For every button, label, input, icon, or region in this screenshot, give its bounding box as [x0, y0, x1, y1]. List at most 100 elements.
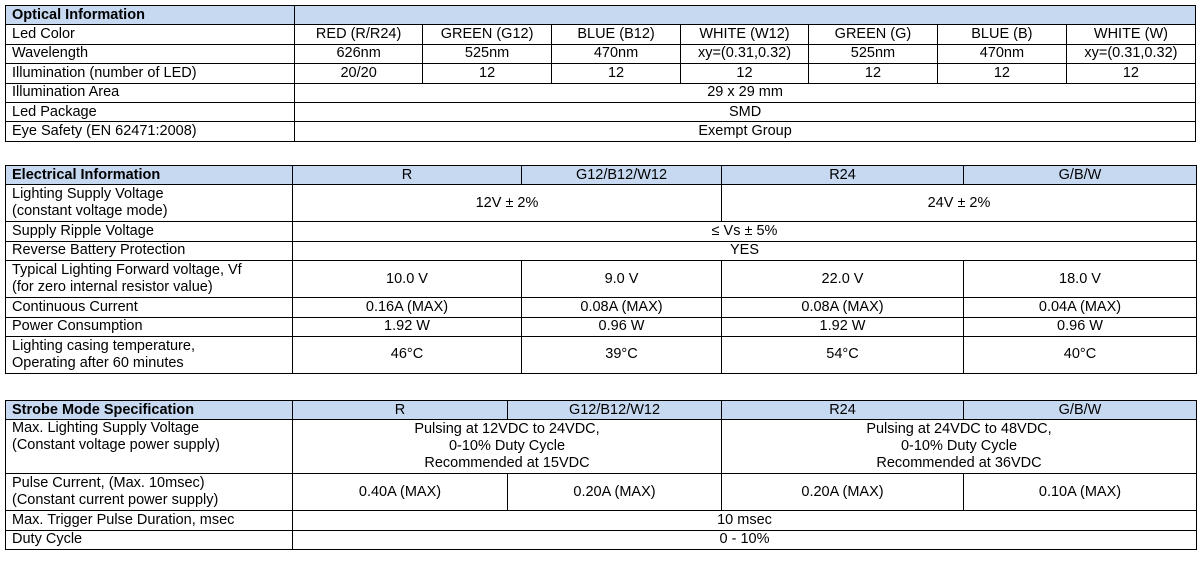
table-cell: 470nm [551, 43, 682, 65]
header-fill [294, 4, 1196, 26]
row-label: Max. Trigger Pulse Duration, msec [5, 510, 293, 531]
table-cell: WHITE (W) [1065, 24, 1197, 45]
table-row: Illumination (number of LED) 20/20 12 12… [4, 63, 1197, 84]
table-row: Power Consumption 1.92 W 0.96 W 1.92 W 0… [5, 316, 1197, 337]
table-row: Led Package SMD [4, 101, 1196, 123]
row-label: Reverse Battery Protection [5, 240, 293, 262]
table-cell: 0.20A (MAX) [507, 473, 722, 512]
table-cell: 1.92 W [721, 316, 964, 337]
column-header: R [292, 399, 508, 421]
table-cell: 470nm [936, 43, 1067, 65]
table-cell: SMD [294, 101, 1196, 123]
table-cell: 39°C [521, 335, 722, 374]
table-cell: 12 [551, 63, 682, 84]
cell-line: 0-10% Duty Cycle [448, 438, 566, 455]
column-header: G12/B12/W12 [521, 164, 722, 186]
table-row: Led Color RED (R/R24) GREEN (G12) BLUE (… [4, 24, 1197, 45]
table-cell: WHITE (W12) [680, 24, 809, 45]
row-label-line: (Constant voltage power supply) [12, 437, 220, 454]
row-label: Wavelength [4, 43, 296, 65]
table-cell: 12 [936, 63, 1067, 84]
table-cell: 46°C [292, 335, 522, 374]
cell-line: 0-10% Duty Cycle [900, 438, 1018, 455]
table-cell: 54°C [721, 335, 964, 374]
column-header: G/B/W [963, 399, 1197, 421]
optical-information-table: Optical Information Led Color RED (R/R24… [4, 4, 1197, 142]
column-header: G/B/W [963, 164, 1197, 186]
column-header: G12/B12/W12 [507, 399, 722, 421]
table-cell: 626nm [294, 43, 424, 65]
column-header: R24 [721, 164, 964, 186]
row-label-line: (constant voltage mode) [12, 203, 168, 220]
electrical-header-row: Electrical Information R G12/B12/W12 R24… [5, 164, 1197, 186]
table-row: Reverse Battery Protection YES [5, 240, 1197, 262]
cell-line: Recommended at 15VDC [424, 455, 590, 472]
row-label-line: Typical Lighting Forward voltage, Vf [12, 262, 242, 279]
table-cell: Exempt Group [294, 121, 1196, 142]
table-cell: 29 x 29 mm [294, 82, 1196, 103]
table-row: Typical Lighting Forward voltage, Vf (fo… [5, 260, 1197, 299]
table-cell: 0.08A (MAX) [721, 297, 964, 318]
column-header: R [292, 164, 522, 186]
table-cell: 22.0 V [721, 260, 964, 299]
table-cell: 0.96 W [963, 316, 1197, 337]
table-cell: 0.08A (MAX) [521, 297, 722, 318]
table-cell: ≤ Vs ± 5% [292, 221, 1197, 242]
table-cell: GREEN (G12) [422, 24, 553, 45]
table-cell: 0 - 10% [292, 529, 1197, 551]
table-cell: 12V ± 2% [292, 184, 722, 223]
table-cell: RED (R/R24) [294, 24, 424, 45]
table-cell: 9.0 V [521, 260, 722, 299]
table-cell: 12 [422, 63, 553, 84]
electrical-information-table: Electrical Information R G12/B12/W12 R24… [5, 164, 1197, 374]
table-cell: 0.16A (MAX) [292, 297, 522, 318]
table-row: Illumination Area 29 x 29 mm [4, 82, 1196, 103]
table-cell: GREEN (G) [807, 24, 938, 45]
table-cell: 12 [680, 63, 809, 84]
table-cell: xy=(0.31,0.32) [680, 43, 809, 65]
row-label-line: (Constant current power supply) [12, 492, 219, 509]
table-row: Duty Cycle 0 - 10% [5, 529, 1197, 551]
row-label: Lighting casing temperature, Operating a… [5, 335, 293, 374]
strobe-mode-table: Strobe Mode Specification R G12/B12/W12 … [5, 399, 1197, 551]
table-cell: xy=(0.31,0.32) [1065, 43, 1197, 65]
table-cell: BLUE (B12) [551, 24, 682, 45]
table-cell: 10.0 V [292, 260, 522, 299]
table-cell: 10 msec [292, 510, 1197, 531]
row-label-line: Lighting Supply Voltage [12, 186, 164, 203]
column-header: R24 [721, 399, 964, 421]
row-label-line: Lighting casing temperature, [12, 337, 195, 354]
table-row: Eye Safety (EN 62471:2008) Exempt Group [4, 121, 1196, 142]
row-label: Led Package [4, 101, 296, 123]
table-cell: 20/20 [294, 63, 424, 84]
optical-header-row: Optical Information [4, 4, 1196, 26]
table-cell: 525nm [422, 43, 553, 65]
row-label: Lighting Supply Voltage (constant voltag… [5, 184, 293, 223]
row-label-line: Max. Lighting Supply Voltage [12, 420, 200, 437]
row-label: Supply Ripple Voltage [5, 221, 293, 242]
row-label: Eye Safety (EN 62471:2008) [4, 121, 296, 142]
table-row: Lighting Supply Voltage (constant voltag… [5, 184, 1197, 223]
cell-line: Pulsing at 24VDC to 48VDC, [866, 421, 1052, 438]
table-row: Max. Trigger Pulse Duration, msec 10 mse… [5, 510, 1197, 531]
row-label: Led Color [4, 24, 296, 45]
table-row: Wavelength 626nm 525nm 470nm xy=(0.31,0.… [4, 43, 1197, 65]
row-label-line: Pulse Current, (Max. 10msec) [12, 475, 205, 492]
row-label: Illumination (number of LED) [4, 63, 296, 84]
row-label: Pulse Current, (Max. 10msec) (Constant c… [5, 473, 293, 512]
table-cell: 0.10A (MAX) [963, 473, 1197, 512]
table-cell: 0.40A (MAX) [292, 473, 508, 512]
section-title: Electrical Information [5, 164, 293, 186]
row-label: Duty Cycle [5, 529, 293, 551]
row-label: Continuous Current [5, 297, 293, 318]
table-row: Lighting casing temperature, Operating a… [5, 335, 1197, 374]
table-cell: 0.04A (MAX) [963, 297, 1197, 318]
table-cell: 24V ± 2% [721, 184, 1197, 223]
row-label: Power Consumption [5, 316, 293, 337]
table-cell: Pulsing at 12VDC to 24VDC, 0-10% Duty Cy… [292, 419, 722, 475]
table-cell: 0.96 W [521, 316, 722, 337]
table-row: Max. Lighting Supply Voltage (Constant v… [5, 419, 1197, 475]
row-label-line: (for zero internal resistor value) [12, 279, 213, 296]
table-cell: 12 [1065, 63, 1197, 84]
table-cell: 12 [807, 63, 938, 84]
